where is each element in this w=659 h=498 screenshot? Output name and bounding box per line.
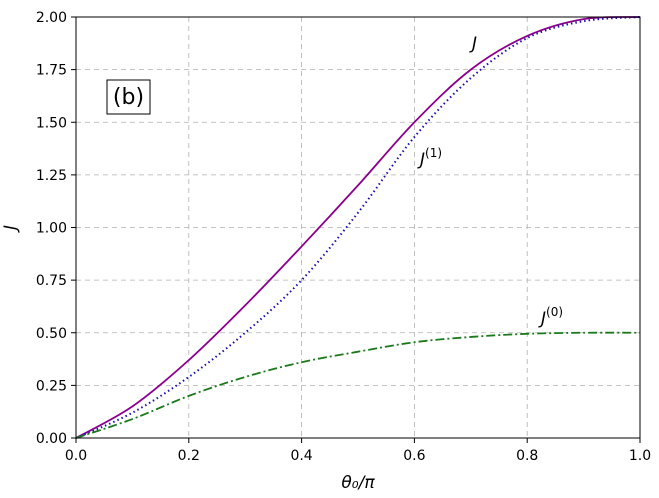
y-tick-label: 0.75 (36, 273, 67, 289)
label-J1: J(1) (417, 146, 442, 170)
y-tick-label: 1.00 (36, 221, 67, 237)
label-J: J (469, 34, 477, 54)
curves (75, 16, 641, 439)
y-tick-label: 2.00 (36, 10, 67, 26)
x-tick-label: 0.4 (290, 448, 312, 464)
y-axis-label: J (1, 225, 21, 233)
series-line-J0 (75, 331, 641, 439)
y-tick-label: 0.00 (36, 431, 67, 447)
curve-labels: J J(1) J(0) (417, 34, 563, 329)
x-tick-label: 1.0 (629, 448, 651, 464)
label-J0-base: J (538, 309, 546, 329)
y-tick-label: 1.50 (36, 115, 67, 131)
panel-label-box: (b) (106, 79, 151, 115)
label-J1-sup: (1) (425, 146, 442, 160)
y-tick-label: 1.75 (36, 63, 67, 79)
series-line-J1 (75, 16, 641, 439)
label-J0: J(0) (538, 305, 563, 329)
label-J1-base: J (417, 150, 425, 170)
x-tick-label: 0.8 (516, 448, 538, 464)
x-tick-label: 0.0 (65, 448, 87, 464)
grid (75, 16, 641, 439)
panel-label: (b) (113, 85, 144, 110)
x-tick-label: 0.2 (178, 448, 200, 464)
tick-labels: 0.0 0.2 0.4 0.6 0.8 1.0 0.00 0.25 0.50 0.75 1.00 1.… (36, 10, 651, 464)
y-tick-label: 0.25 (36, 378, 67, 394)
label-J-base: J (469, 34, 477, 54)
x-tick-label: 0.6 (403, 448, 425, 464)
y-tick-label: 0.50 (36, 326, 67, 342)
x-axis-label: θ₀/π (341, 473, 375, 493)
series-line-J (75, 16, 641, 439)
y-tick-label: 1.25 (36, 168, 67, 184)
label-J0-sup: (0) (546, 305, 563, 319)
ticks (71, 16, 641, 443)
